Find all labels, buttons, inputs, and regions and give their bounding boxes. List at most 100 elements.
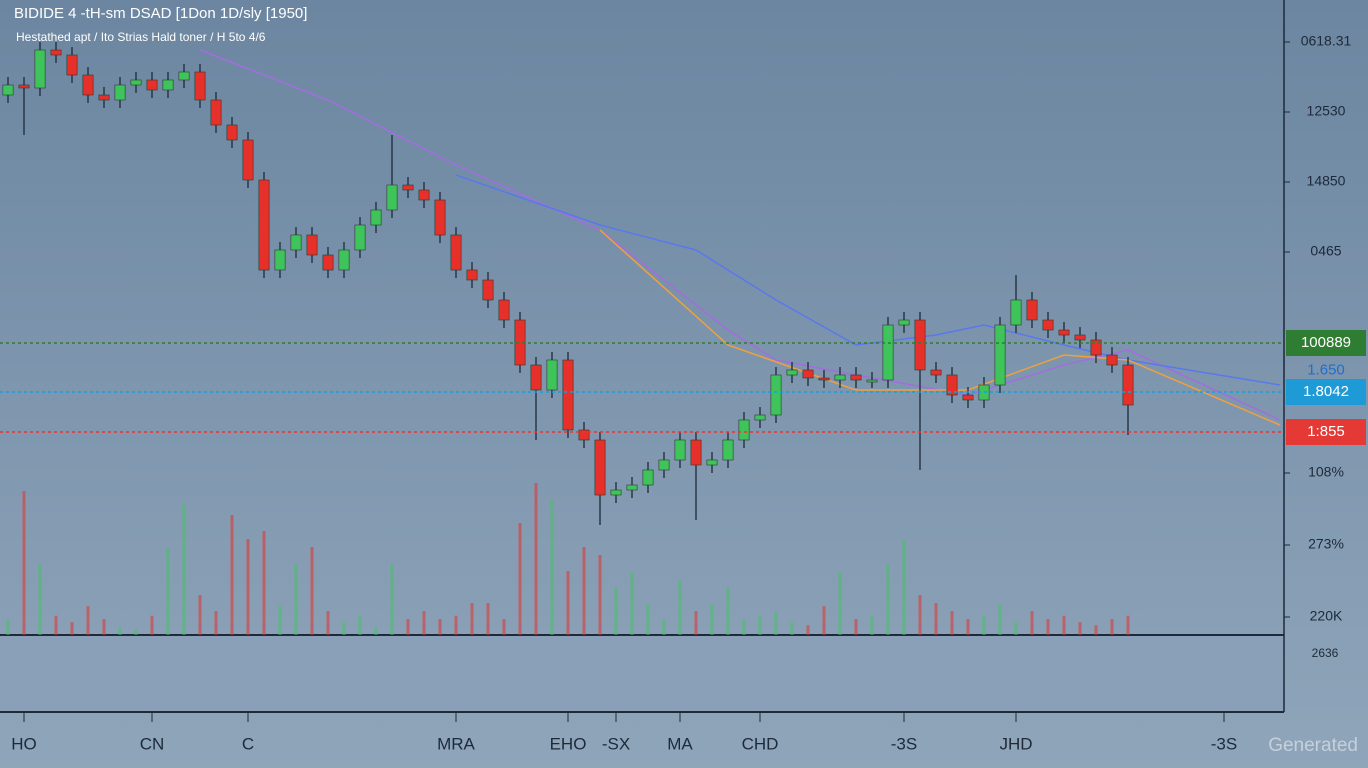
candle-body xyxy=(546,359,558,391)
volume-bar xyxy=(134,630,138,635)
volume-bar xyxy=(166,547,170,635)
candle-body xyxy=(594,439,606,496)
candle-body xyxy=(898,319,910,326)
volume-bar xyxy=(550,499,554,635)
candle-body xyxy=(674,439,686,461)
volume-bar xyxy=(934,603,938,635)
candle-body xyxy=(658,459,670,471)
volume-bar xyxy=(518,523,522,635)
candle-body xyxy=(66,54,78,76)
y-tick-label: 14850 xyxy=(1307,173,1346,189)
volume-bar xyxy=(902,539,906,635)
candle-body xyxy=(242,139,254,181)
candle-body xyxy=(82,74,94,96)
volume-bar xyxy=(982,615,986,635)
candle-body xyxy=(802,369,814,379)
volume-bar xyxy=(950,611,954,635)
candle-body xyxy=(866,379,878,383)
volume-bar xyxy=(662,619,666,635)
volume-bar xyxy=(614,587,618,635)
volume-bar xyxy=(86,606,90,635)
volume-bar xyxy=(1046,619,1050,635)
volume-bar xyxy=(486,603,490,635)
candle-body xyxy=(2,84,14,96)
volume-bar xyxy=(294,563,298,635)
candle-body xyxy=(194,71,206,101)
volume-bar xyxy=(342,622,346,635)
volume-bar xyxy=(694,611,698,635)
y-tick-label: 220K xyxy=(1310,608,1343,624)
volume-bar xyxy=(966,619,970,635)
volume-bar xyxy=(758,615,762,635)
volume-bar xyxy=(1014,622,1018,635)
volume-bar xyxy=(374,627,378,635)
candle-body xyxy=(770,374,782,416)
volume-bar xyxy=(790,622,794,635)
watermark: Generated xyxy=(1268,735,1358,756)
candle-body xyxy=(338,249,350,271)
level-label: 1.8042 xyxy=(1303,383,1349,400)
volume-bar xyxy=(422,611,426,635)
candle-body xyxy=(434,199,446,236)
volume-bar xyxy=(822,606,826,635)
candle-body xyxy=(818,377,830,381)
candle-body xyxy=(914,319,926,371)
candle-body xyxy=(610,489,622,496)
volume-bar xyxy=(886,563,890,635)
volume-bar xyxy=(630,571,634,635)
candle-body xyxy=(306,234,318,256)
volume-bar xyxy=(806,625,810,635)
x-tick-label: JHD xyxy=(999,734,1032,753)
candle-body xyxy=(562,359,574,431)
volume-bar xyxy=(438,619,442,635)
x-tick-label: CHD xyxy=(742,734,779,753)
volume-bar xyxy=(1110,619,1114,635)
candle-body xyxy=(578,429,590,441)
volume-bar xyxy=(214,611,218,635)
x-tick-label: -3S xyxy=(1211,734,1237,753)
volume-bar xyxy=(726,587,730,635)
candle-body xyxy=(162,79,174,91)
candle-body xyxy=(466,269,478,281)
volume-bar xyxy=(38,563,42,635)
volume-bar xyxy=(150,615,154,635)
candle-body xyxy=(882,324,894,381)
level-box xyxy=(1286,419,1366,445)
candle-body xyxy=(354,224,366,251)
candle-body xyxy=(1122,364,1134,406)
volume-bar xyxy=(6,619,10,635)
candle-body xyxy=(1074,334,1086,341)
candle-body xyxy=(34,49,46,89)
candle-body xyxy=(130,79,142,86)
volume-bar xyxy=(838,571,842,635)
lower-pane xyxy=(0,636,1284,712)
candle-body xyxy=(18,84,30,89)
volume-bar xyxy=(582,547,586,635)
candle-body xyxy=(98,94,110,101)
y-tick-label: 108% xyxy=(1308,464,1344,480)
y-tick-label: 0618.31 xyxy=(1301,33,1352,49)
candle-body xyxy=(226,124,238,141)
lower-pane-label: 2636 xyxy=(1312,646,1339,660)
volume-bar xyxy=(390,563,394,635)
candle-body xyxy=(386,184,398,211)
candle-body xyxy=(850,374,862,381)
volume-bar xyxy=(118,627,122,635)
candle-body xyxy=(1026,299,1038,321)
candle-body xyxy=(994,324,1006,386)
candle-body xyxy=(258,179,270,271)
chart-title: BIDIDE 4 -tH-sm DSAD [1Don 1D/sly [1950] xyxy=(14,5,307,22)
candle-body xyxy=(738,419,750,441)
candle-body xyxy=(322,254,334,271)
volume-bar xyxy=(870,615,874,635)
volume-bar xyxy=(70,622,74,635)
x-tick-label: CN xyxy=(140,734,165,753)
level-label: 100889 xyxy=(1301,334,1351,351)
level-label: 1:855 xyxy=(1307,423,1345,440)
candle-body xyxy=(290,234,302,251)
candle-body xyxy=(1010,299,1022,326)
candle-body xyxy=(450,234,462,271)
candle-body xyxy=(498,299,510,321)
candle-body xyxy=(402,184,414,191)
